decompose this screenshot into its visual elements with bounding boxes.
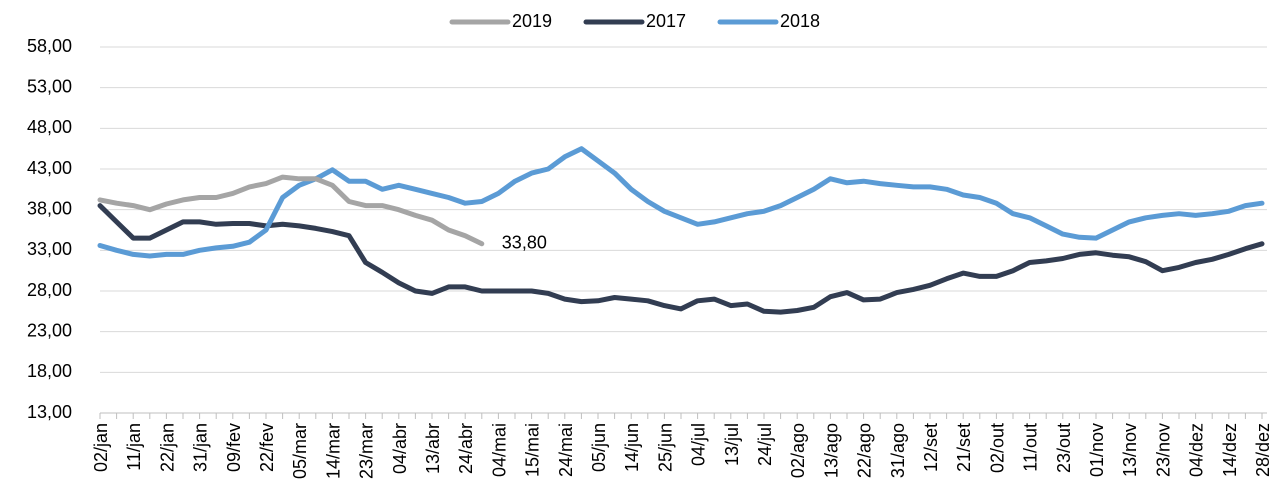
y-tick-label: 58,00: [27, 36, 72, 56]
x-tick-label: 14/dez: [1220, 423, 1240, 477]
x-tick-label: 13/ago: [821, 423, 841, 478]
x-tick-label: 09/fev: [224, 423, 244, 472]
y-tick-label: 38,00: [27, 198, 72, 218]
x-tick-label: 04/dez: [1187, 423, 1207, 477]
x-tick-label: 24/jul: [755, 423, 775, 466]
x-tick-label: 22/ago: [855, 423, 875, 478]
y-tick-label: 28,00: [27, 280, 72, 300]
y-tick-label: 48,00: [27, 117, 72, 137]
x-tick-label: 31/ago: [888, 423, 908, 478]
legend-label: 2018: [780, 11, 820, 31]
x-tick-label: 21/set: [954, 423, 974, 472]
y-tick-label: 33,00: [27, 239, 72, 259]
series-line: [97, 174, 485, 247]
x-tick-label: 15/mai: [523, 423, 543, 477]
y-tick-label: 43,00: [27, 158, 72, 178]
x-tick-label: 11/out: [1021, 423, 1041, 472]
y-tick-label: 53,00: [27, 76, 72, 96]
x-tick-label: 14/jun: [622, 423, 642, 472]
x-tick-label: 02/ago: [788, 423, 808, 478]
x-tick-label: 13/jul: [722, 423, 742, 466]
series-line: [97, 146, 1265, 259]
legend-label: 2019: [512, 11, 552, 31]
y-tick-label: 13,00: [27, 402, 72, 422]
x-tick-label: 01/nov: [1087, 423, 1107, 477]
x-tick-label: 28/dez: [1253, 423, 1269, 477]
data-label: 33,80: [502, 233, 547, 253]
x-tick-label: 23/mar: [357, 423, 377, 479]
x-tick-label: 04/abr: [390, 423, 410, 474]
x-tick-label: 02/jan: [91, 423, 111, 472]
x-tick-label: 04/jul: [689, 423, 709, 466]
y-tick-label: 18,00: [27, 361, 72, 381]
x-tick-label: 14/mar: [323, 423, 343, 479]
x-tick-label: 13/abr: [423, 423, 443, 474]
x-tick-label: 05/mar: [290, 423, 310, 479]
x-tick-label: 22/jan: [157, 423, 177, 472]
y-tick-label: 23,00: [27, 320, 72, 340]
x-tick-label: 22/fev: [257, 423, 277, 472]
x-tick-label: 02/out: [987, 423, 1007, 473]
x-tick-label: 25/jun: [655, 423, 675, 472]
legend-label: 2017: [646, 11, 686, 31]
x-tick-label: 05/jun: [589, 423, 609, 472]
series-line: [97, 203, 1265, 315]
x-tick-label: 23/out: [1054, 423, 1074, 473]
x-tick-label: 24/mai: [556, 423, 576, 477]
x-tick-label: 13/nov: [1120, 423, 1140, 477]
x-tick-label: 24/abr: [456, 423, 476, 474]
x-tick-label: 11/jan: [124, 423, 144, 471]
x-tick-label: 12/set: [921, 423, 941, 472]
x-tick-label: 23/nov: [1153, 423, 1173, 477]
x-tick-label: 31/jan: [191, 423, 211, 472]
x-tick-label: 04/mai: [489, 423, 509, 477]
